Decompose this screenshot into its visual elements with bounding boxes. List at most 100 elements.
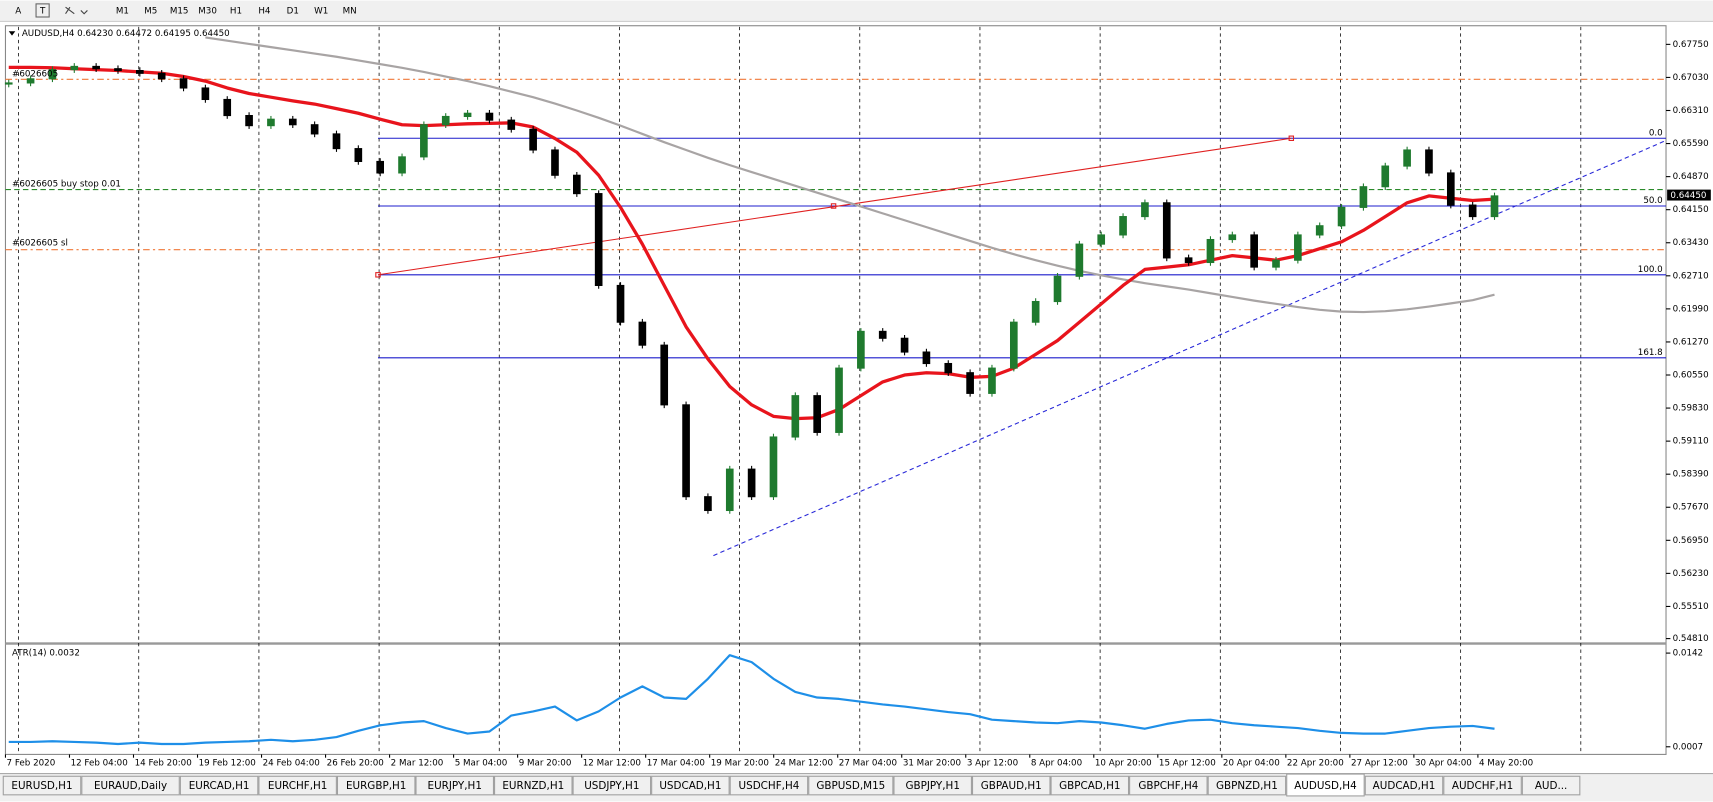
timeframe-label: M5 xyxy=(144,6,157,16)
tab[interactable]: AUDCHF,H1 xyxy=(1443,775,1522,796)
tab[interactable]: EURCHF,H1 xyxy=(258,775,337,796)
text-tool[interactable] xyxy=(35,3,50,18)
tab-background xyxy=(258,775,337,796)
candle-body xyxy=(988,367,996,394)
tab-label: EURJPY,H1 xyxy=(428,780,482,792)
tab-label: GBPAUD,H1 xyxy=(981,780,1042,792)
y-tick-label: 0.63430 xyxy=(1673,238,1709,248)
tab[interactable]: EURGBP,H1 xyxy=(336,775,416,796)
timeframe-button[interactable] xyxy=(222,2,250,20)
tab[interactable]: GBPAUD,H1 xyxy=(971,775,1051,796)
tab[interactable]: EURCAD,H1 xyxy=(179,775,259,796)
candle-body xyxy=(922,351,931,365)
y-tick-label: 0.64150 xyxy=(1673,205,1709,215)
tab-label: GBPJPY,H1 xyxy=(905,780,959,792)
tool-button[interactable]: A xyxy=(15,6,21,16)
tab-background xyxy=(808,775,894,796)
timeframe-button[interactable] xyxy=(194,2,221,20)
candle-body xyxy=(354,148,363,163)
tab-label: AUDUSD,H4 xyxy=(1294,780,1357,792)
y-tick-label: 0.54810 xyxy=(1673,634,1709,644)
x-tick-label: 4 May 20:00 xyxy=(1479,759,1533,769)
atr-tick-label: 0.0142 xyxy=(1673,649,1704,659)
tab[interactable]: AUD... xyxy=(1521,775,1581,796)
tab[interactable]: USDCAD,H1 xyxy=(651,775,730,796)
timeframe-label: W1 xyxy=(314,6,328,16)
tab[interactable]: USDCHF,H4 xyxy=(729,775,809,796)
title-arrow xyxy=(8,31,16,36)
candle-body xyxy=(245,115,253,127)
y-tick-label: 0.67750 xyxy=(1673,40,1709,50)
timeframe-button[interactable] xyxy=(308,2,335,20)
candle-body xyxy=(136,69,144,74)
candle-body xyxy=(725,468,734,512)
candle-body xyxy=(966,372,974,394)
timeframe-label: M30 xyxy=(198,6,217,16)
timeframe-button[interactable] xyxy=(137,2,164,20)
y-tick-label: 0.59830 xyxy=(1673,404,1709,414)
candle-body xyxy=(1075,243,1084,277)
anchor xyxy=(1288,135,1295,141)
candle-body xyxy=(1403,149,1411,167)
y-tick-label: 0.61990 xyxy=(1673,304,1709,314)
y-tick-label: 0.59110 xyxy=(1673,437,1709,447)
atr-tick-label: 0.0007 xyxy=(1673,742,1704,752)
tab[interactable]: AUDCAD,H1 xyxy=(1364,775,1444,796)
candle-body xyxy=(878,330,887,339)
tab[interactable]: GBPUSD,M15 xyxy=(808,775,894,796)
candle-body xyxy=(157,72,166,80)
candle-body xyxy=(1272,259,1280,268)
tab[interactable]: EURUSD,H1 xyxy=(2,775,82,796)
candle-body xyxy=(1228,234,1237,241)
tab[interactable]: EURNZD,H1 xyxy=(494,775,573,796)
tab[interactable]: GBPJPY,H1 xyxy=(893,775,972,796)
tab[interactable]: GBPCAD,H1 xyxy=(1050,775,1130,796)
order-label: #6026605 xyxy=(12,69,58,79)
moving-average xyxy=(8,65,1495,421)
tab-label: AUDCHF,H1 xyxy=(1452,780,1513,792)
tab[interactable]: USDJPY,H1 xyxy=(572,775,652,796)
y-tick-label: 0.67030 xyxy=(1673,73,1709,83)
timeframe-label: M1 xyxy=(116,6,129,16)
order-label: #6026605 sl xyxy=(12,239,68,249)
x-tick-label: 24 Feb 04:00 xyxy=(263,759,320,769)
timeframe-button[interactable] xyxy=(251,2,278,20)
timeframe-button[interactable] xyxy=(336,2,363,20)
y-tick-label: 0.56230 xyxy=(1673,569,1709,579)
candle-body xyxy=(1315,225,1324,236)
tab[interactable]: AUDUSD,H4 xyxy=(1286,773,1365,797)
order-label: #6026605 buy stop 0.01 xyxy=(12,180,121,190)
timeframe-button[interactable] xyxy=(109,2,136,20)
timeframe-button[interactable] xyxy=(279,2,306,20)
tab-background xyxy=(729,775,809,796)
tab-label: GBPNZD,H1 xyxy=(1216,780,1278,792)
candle-body xyxy=(398,156,406,174)
timeframe-label: H4 xyxy=(258,6,271,16)
tab-label: EURAUD,Daily xyxy=(94,780,167,792)
candle-body xyxy=(1141,202,1149,218)
tab[interactable]: GBPCHF,H4 xyxy=(1129,775,1208,796)
candle-body xyxy=(376,160,385,174)
candle-body xyxy=(485,112,494,121)
x-tick-label: 27 Apr 12:00 xyxy=(1351,759,1408,769)
tab-label: USDJPY,H1 xyxy=(584,780,639,792)
candle-body xyxy=(1206,238,1215,264)
candle-body xyxy=(70,65,79,71)
candle-body xyxy=(769,436,778,498)
candle-body xyxy=(638,321,647,346)
timeframe-button[interactable] xyxy=(166,2,193,20)
x-tick-label: 17 Mar 04:00 xyxy=(647,759,705,769)
tab[interactable]: EURJPY,H1 xyxy=(415,775,495,796)
candle-body xyxy=(682,404,690,498)
draw-tool[interactable] xyxy=(65,6,88,15)
trend-line xyxy=(713,139,1667,557)
tab-label: EURNZD,H1 xyxy=(502,780,564,792)
tab-label: EURCHF,H1 xyxy=(268,780,327,792)
tab[interactable]: GBPNZD,H1 xyxy=(1207,775,1287,796)
candle-body xyxy=(4,82,13,85)
y-tick-label: 0.60550 xyxy=(1673,371,1709,381)
tab[interactable]: EURAUD,Daily xyxy=(81,775,180,796)
y-tick-label: 0.64870 xyxy=(1673,172,1709,182)
tab-background xyxy=(1207,775,1287,796)
